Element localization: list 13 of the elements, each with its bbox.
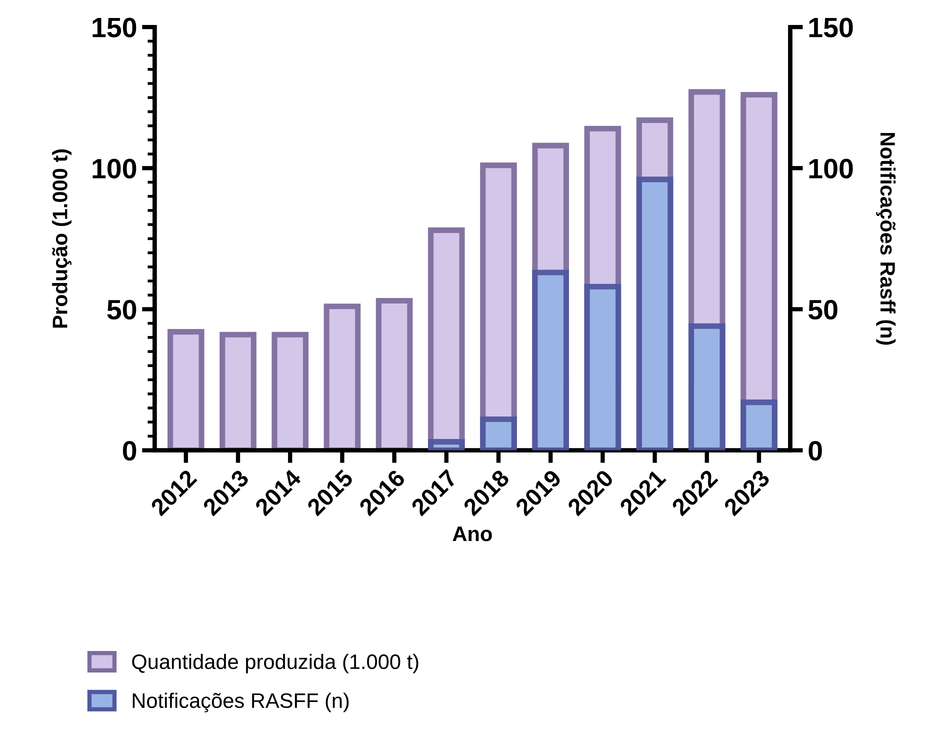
y2-tick-label: 0 (808, 440, 822, 461)
y2-tick-label: 150 (809, 18, 853, 38)
y-tick-label: 50 (107, 300, 136, 320)
y-axis-title: Produção (1.000 t) (52, 149, 72, 328)
y2-tick-label: 50 (808, 300, 838, 320)
legend-label: Quantidade produzida (1.000 t) (132, 654, 418, 674)
y2-axis-title: Notificações Rasff (n) (876, 133, 896, 345)
y-tick-label: 100 (92, 158, 136, 178)
y2-tick-label: 100 (809, 158, 853, 178)
y-tick-label: 150 (92, 18, 136, 38)
y-tick-label: 0 (122, 440, 136, 461)
x-axis-title: Ano (452, 526, 492, 542)
legend-label: Notificações RASFF (n) (132, 692, 349, 712)
